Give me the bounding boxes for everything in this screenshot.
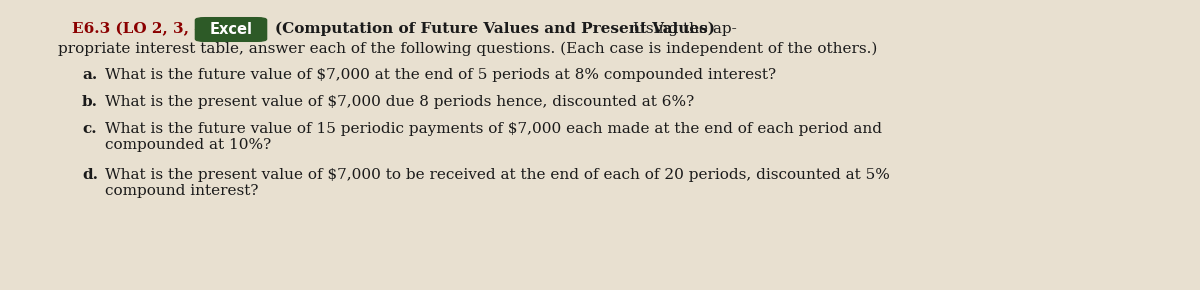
Text: Excel: Excel bbox=[210, 23, 252, 37]
Text: c.: c. bbox=[82, 122, 97, 136]
Text: a.: a. bbox=[82, 68, 97, 82]
Text: What is the present value of $7,000 to be received at the end of each of 20 peri: What is the present value of $7,000 to b… bbox=[106, 168, 890, 198]
Text: What is the future value of $7,000 at the end of 5 periods at 8% compounded inte: What is the future value of $7,000 at th… bbox=[106, 68, 776, 82]
FancyBboxPatch shape bbox=[196, 18, 266, 41]
Text: b.: b. bbox=[82, 95, 98, 109]
Text: What is the present value of $7,000 due 8 periods hence, discounted at 6%?: What is the present value of $7,000 due … bbox=[106, 95, 695, 109]
Text: What is the future value of 15 periodic payments of $7,000 each made at the end : What is the future value of 15 periodic … bbox=[106, 122, 882, 152]
Text: E6.3 (LO 2, 3, 4): E6.3 (LO 2, 3, 4) bbox=[72, 22, 212, 36]
Text: Using the ap-: Using the ap- bbox=[634, 22, 737, 36]
Text: d.: d. bbox=[82, 168, 98, 182]
Text: (Computation of Future Values and Present Values): (Computation of Future Values and Presen… bbox=[275, 22, 715, 36]
Text: propriate interest table, answer each of the following questions. (Each case is : propriate interest table, answer each of… bbox=[58, 42, 877, 56]
